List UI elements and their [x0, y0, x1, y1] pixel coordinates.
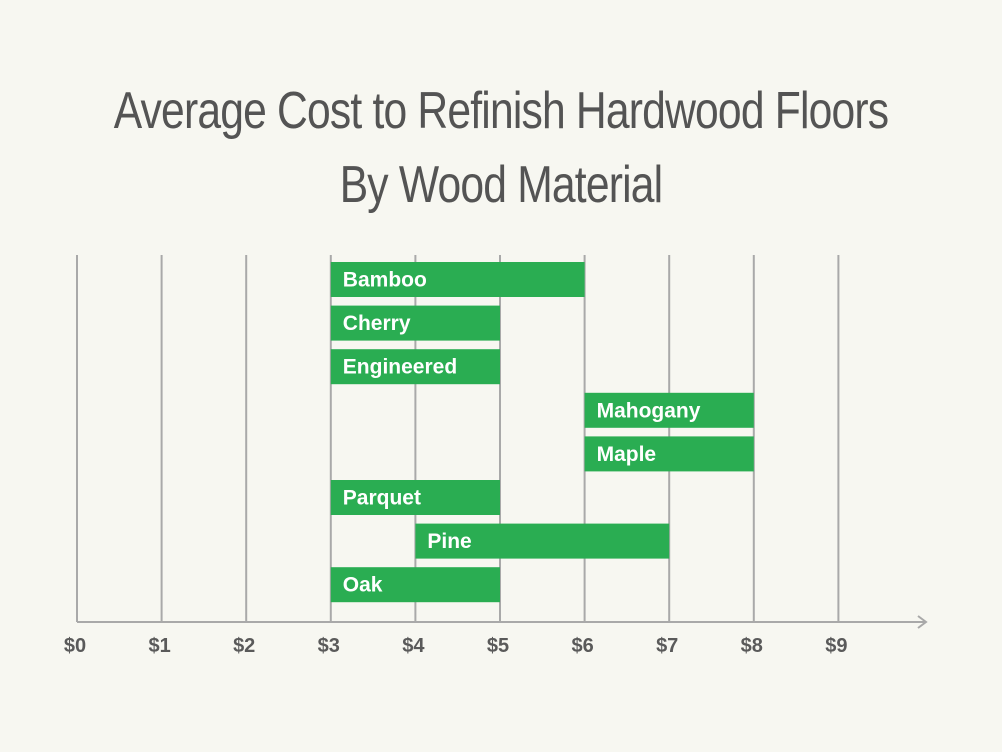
bar-engineered [330, 349, 500, 385]
chart-title: Average Cost to Refinish Hardwood Floors… [90, 74, 912, 222]
x-tick-label: $2 [233, 635, 255, 657]
x-tick-label: $7 [656, 635, 678, 657]
bar-parquet [330, 480, 500, 515]
bar-label: Pine [427, 530, 471, 553]
bar-bamboo [330, 262, 585, 297]
bar-label: Engineered [343, 356, 457, 379]
bar-pine [415, 523, 670, 559]
bar-label: Maple [597, 443, 657, 466]
bar-label: Parquet [343, 487, 421, 510]
bar-label: Mahogany [597, 399, 701, 422]
bar-label: Bamboo [343, 269, 427, 292]
bar-oak [330, 567, 500, 603]
x-tick-label: $4 [402, 635, 425, 657]
axis-arrow-icon [917, 615, 928, 629]
x-axis: $0 $1 $2 $3 $4 $5 $6 $7 $8 $9 [64, 615, 928, 657]
x-tick-label: $6 [571, 635, 593, 657]
x-tick-label: $0 [64, 635, 86, 657]
bar-cherry [330, 305, 500, 341]
x-tick-label: $1 [148, 635, 170, 657]
bars: Bamboo Cherry Engineered Mahogany Maple Parqu… [330, 262, 754, 603]
x-tick-label: $9 [825, 635, 847, 657]
bar-label: Cherry [343, 312, 411, 335]
chart-title-line-1: Average Cost to Refinish Hardwood Floors [113, 82, 889, 140]
x-tick-label: $3 [318, 635, 340, 657]
bar-mahogany [584, 392, 754, 428]
bar-label: Oak [343, 574, 383, 597]
x-tick-label: $8 [741, 635, 763, 657]
x-tick-label: $5 [487, 635, 509, 657]
chart-title-line-2: By Wood Material [339, 156, 663, 214]
bar-maple [584, 436, 754, 472]
